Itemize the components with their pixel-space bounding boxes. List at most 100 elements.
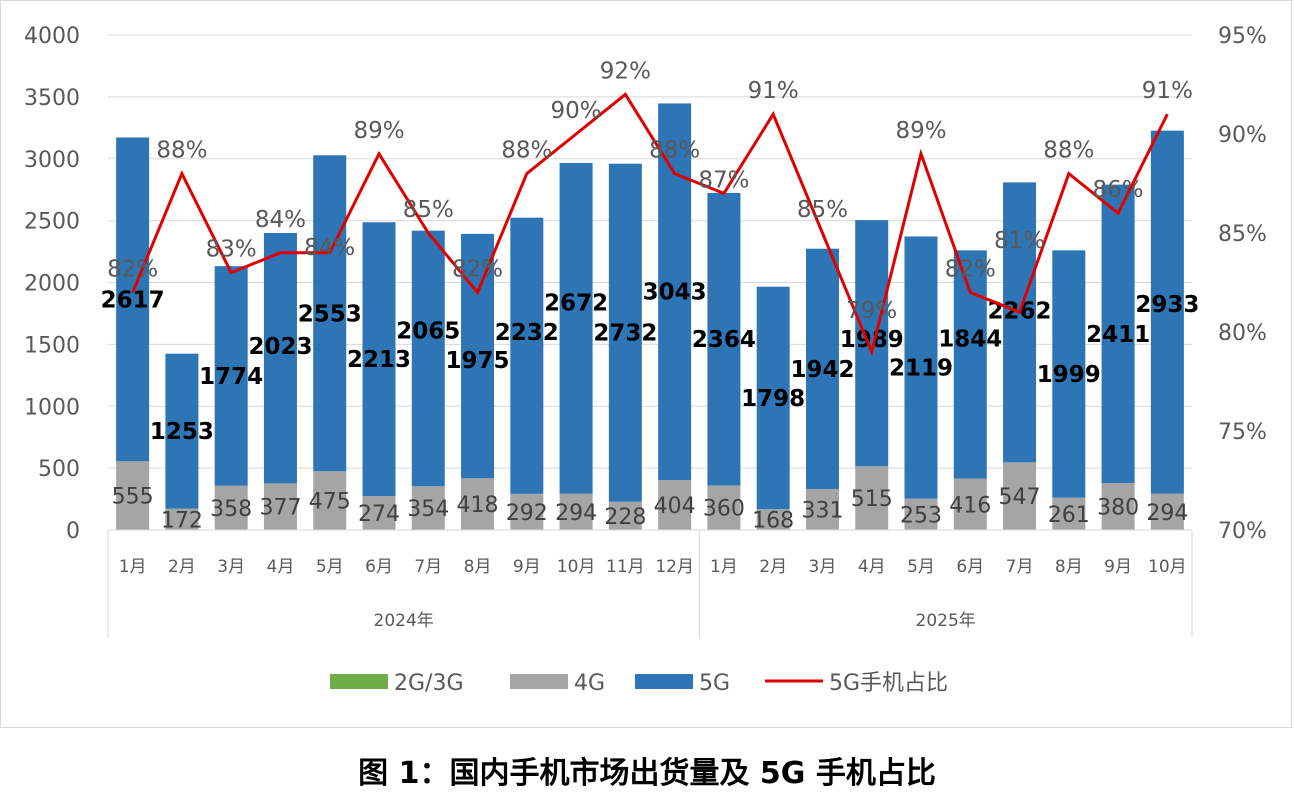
group-label: 2025年	[916, 611, 976, 631]
label-share: 82%	[452, 256, 503, 282]
bar-5g	[1150, 130, 1184, 494]
legend-label: 4G	[574, 671, 605, 696]
bar-4g	[510, 493, 544, 530]
label-share: 92%	[600, 58, 651, 84]
label-4g: 377	[259, 496, 301, 521]
bar-5g	[1101, 184, 1135, 483]
label-5g: 2213	[347, 347, 411, 373]
bar-4g	[904, 498, 938, 530]
bar-5g	[658, 103, 692, 481]
bar-4g	[953, 478, 987, 530]
y-left-tick: 1000	[24, 395, 80, 420]
label-5g: 2553	[298, 301, 362, 327]
y-left-tick: 500	[38, 457, 80, 482]
bar-4g	[116, 461, 150, 530]
bar-4g	[1052, 497, 1086, 530]
label-5g: 2232	[495, 320, 559, 346]
bar-4g	[461, 478, 495, 530]
bar-4g	[658, 480, 692, 530]
bar-5g	[1003, 182, 1037, 463]
bar-5g	[461, 233, 495, 479]
label-share: 88%	[1043, 138, 1094, 164]
label-share: 86%	[1093, 177, 1144, 203]
bar-5g	[411, 230, 445, 487]
bar-4g	[263, 483, 297, 530]
label-share: 88%	[501, 138, 552, 164]
bar-5g	[805, 248, 839, 490]
label-4g: 172	[161, 508, 203, 533]
label-5g: 1844	[938, 326, 1002, 352]
label-4g: 168	[752, 509, 794, 534]
y-left-tick: 3000	[24, 148, 80, 173]
label-share: 91%	[748, 78, 799, 104]
bar-5g	[214, 266, 248, 486]
label-5g: 2732	[593, 321, 657, 347]
bar-4g	[1003, 462, 1037, 530]
bar-5g	[855, 220, 889, 467]
chart-frame	[0, 0, 1292, 728]
x-tick: 4月	[858, 557, 886, 577]
x-tick: 12月	[655, 557, 694, 577]
x-tick: 8月	[464, 557, 492, 577]
legend-label: 5G	[699, 671, 730, 696]
y-right-tick: 95%	[1218, 24, 1267, 49]
x-tick: 1月	[119, 557, 147, 577]
label-4g: 416	[949, 493, 991, 518]
x-tick: 3月	[809, 557, 837, 577]
label-4g: 360	[703, 497, 745, 522]
label-5g: 2364	[692, 327, 756, 353]
label-share: 83%	[206, 237, 257, 263]
legend-swatch	[330, 674, 388, 689]
y-left-tick: 0	[66, 519, 80, 544]
label-share: 87%	[698, 167, 749, 193]
y-right-tick: 70%	[1218, 519, 1267, 544]
label-4g: 253	[900, 503, 942, 528]
label-share: 89%	[895, 118, 946, 144]
label-share: 88%	[156, 138, 207, 164]
label-5g: 2065	[396, 318, 460, 344]
label-5g: 1975	[446, 348, 510, 374]
label-share: 82%	[107, 256, 158, 282]
bar-5g	[608, 163, 642, 502]
y-left-tick: 3500	[24, 86, 80, 111]
label-share: 85%	[797, 197, 848, 223]
label-share: 81%	[994, 228, 1045, 254]
legend-swatch	[635, 674, 693, 689]
label-share: 84%	[304, 235, 355, 261]
x-tick: 5月	[316, 557, 344, 577]
bar-4g	[411, 486, 445, 530]
x-tick: 11月	[606, 557, 645, 577]
x-tick: 5月	[907, 557, 935, 577]
x-tick: 4月	[267, 557, 295, 577]
y-left-tick: 1500	[24, 333, 80, 358]
bar-5g	[756, 286, 790, 510]
label-4g: 261	[1048, 503, 1090, 528]
bar-5g	[1052, 250, 1086, 498]
y-right-tick: 85%	[1218, 222, 1267, 247]
label-4g: 292	[506, 501, 548, 526]
label-5g: 1798	[741, 386, 805, 412]
label-4g: 555	[112, 485, 154, 510]
label-4g: 358	[210, 497, 252, 522]
legend-label: 5G手机占比	[829, 671, 948, 696]
bar-4g	[313, 471, 347, 530]
label-5g: 2119	[889, 356, 953, 382]
bar-4g	[805, 489, 839, 530]
bar-4g	[707, 485, 741, 530]
x-tick: 3月	[217, 557, 245, 577]
label-5g: 1942	[790, 357, 854, 383]
x-tick: 9月	[513, 557, 541, 577]
label-5g: 3043	[643, 280, 707, 306]
x-tick: 10月	[1148, 557, 1187, 577]
label-4g: 294	[555, 501, 597, 526]
line-5g-share	[131, 92, 1169, 357]
bar-5g	[510, 217, 544, 494]
bar-5g	[559, 162, 593, 494]
bar-4g	[1150, 493, 1184, 530]
label-5g: 2411	[1086, 322, 1150, 348]
label-4g: 274	[358, 502, 400, 527]
x-tick: 7月	[1006, 557, 1034, 577]
y-left-tick: 2500	[24, 210, 80, 235]
label-share: 89%	[353, 118, 404, 144]
bar-4g	[362, 496, 396, 530]
